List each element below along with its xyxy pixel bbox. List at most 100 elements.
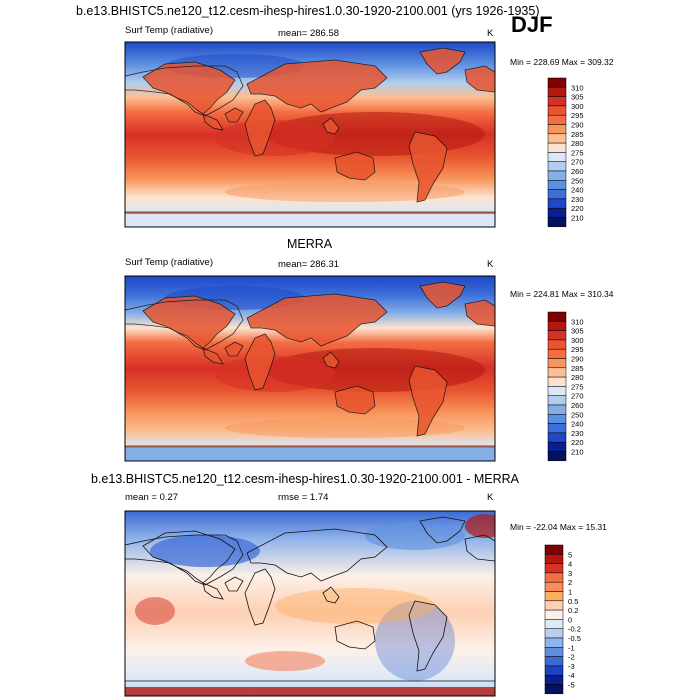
colorbar-3-tick-label: -3 [568,662,575,671]
colorbar-3-box [544,619,564,629]
colorbar-2-tick-label: 210 [571,448,584,457]
panel-2-map [124,275,496,462]
colorbar-2-box [547,441,567,452]
colorbar-2-tick-label: 230 [571,429,584,438]
colorbar-1-box [547,114,567,125]
colorbar-2-tick-label: 295 [571,345,584,354]
colorbar-2-tick-label: 300 [571,336,584,345]
colorbar-1-box [547,105,567,116]
colorbar-1-tick-label: 260 [571,167,584,176]
colorbar-1-box [547,152,567,162]
colorbar-3-tick-label: -4 [568,671,575,680]
colorbar-3-box [544,609,564,620]
colorbar-1-tick-label: 210 [571,214,584,223]
panel-difference: b.e13.BHISTC5.ne120_t12.cesm-ihesp-hires… [91,472,607,697]
colorbar-3-tick-label: -2 [568,653,575,662]
colorbar-2-box [547,321,567,331]
panel-3-cold-bias-samerica [375,601,455,681]
colorbar-3-box [544,684,564,695]
colorbar-3-box [544,554,564,564]
colorbar-3-tick-label: 2 [568,578,572,587]
colorbar-3-box [544,656,564,667]
colorbar-3-box [544,544,564,555]
colorbar-1-box [547,77,567,88]
panel-1-mean: mean= 286.58 [278,28,339,39]
panel-2-indian-ocean-warm [215,356,335,392]
colorbar-1-box [547,198,567,209]
colorbar-2-box [547,376,567,387]
colorbar-3-box [544,563,564,574]
panel-3-warm-bias-south [245,651,325,671]
panel-3-warm-bias-africa [135,597,175,625]
colorbar-1-tick-label: 300 [571,102,584,111]
colorbar-3-tick-label: -1 [568,643,575,652]
colorbar-1-tick-label: 290 [571,121,584,130]
colorbar-2-tick-label: 250 [571,410,584,419]
colorbar-2-box [547,311,567,322]
panel-3-warm-bias-arctic [465,514,495,538]
panel-2-units: K [487,259,494,270]
panel-2-southern-band [225,418,465,438]
colorbar-1-box [547,170,567,181]
colorbar-3-tick-label: 0.2 [568,606,578,615]
colorbar-1-tick-label: 275 [571,148,584,157]
panel-model: b.e13.BHISTC5.ne120_t12.cesm-ihesp-hires… [76,4,614,228]
panel-1-frame [124,41,496,228]
panel-3-cold-bias-namerica [365,522,465,550]
colorbar-1-tick-label: 230 [571,195,584,204]
colorbar-3-tick-label: 0.5 [568,597,578,606]
panel-3-left-label: mean = 0.27 [125,492,178,503]
colorbar-3-box [544,600,564,611]
colorbar-2-box [547,339,567,350]
panel-1-minmax: Min = 228.69 Max = 309.32 [510,57,614,67]
panel-3-minmax: Min = -22.04 Max = 15.31 [510,522,607,532]
colorbar-3-tick-label: -0.5 [568,634,581,643]
colorbar-1-tick-label: 280 [571,139,584,148]
colorbar-2-box [547,330,567,341]
colorbar-1-box [547,142,567,153]
colorbar-2-tick-label: 290 [571,355,584,364]
colorbar-3-box [544,628,564,639]
panel-2-minmax: Min = 224.81 Max = 310.34 [510,289,614,299]
panel-1-units: K [487,28,494,39]
colorbar-2-tick-label: 285 [571,364,584,373]
colorbar-1-box [547,96,567,107]
colorbar-3-tick-label: 3 [568,569,572,578]
colorbar-2-box [547,386,567,396]
colorbar-1-tick-label: 220 [571,204,584,213]
colorbar-1-tick-label: 310 [571,83,584,92]
colorbar-3-box [544,647,564,657]
colorbar-3-box [544,665,564,676]
panel-1-map [124,41,496,228]
colorbar-2-tick-label: 305 [571,327,584,336]
panel-1-indian-ocean-warm [215,120,335,156]
panel-3-rmse: rmse = 1.74 [278,492,328,503]
colorbar-2-tick-label: 270 [571,392,584,401]
panel-3-frame [124,510,496,697]
colorbar-3-tick-label: 5 [568,550,572,559]
colorbar-1-box [547,161,567,172]
panel-2-antarctica [125,448,495,461]
panel-3-units: K [487,492,494,503]
colorbar-2-box [547,358,567,369]
colorbar-2-box [547,348,567,359]
colorbar-2-tick-label: 310 [571,317,584,326]
panel-2-colorbar: 3103053002952902852802752702602502402302… [547,311,584,462]
colorbar-2-box [547,395,567,406]
colorbar-1-box [547,189,567,200]
colorbar-3-tick-label: -0.2 [568,625,581,634]
colorbar-1-box [547,207,567,218]
panel-2-mean: mean= 286.31 [278,259,339,270]
panel-1-antarctica [125,214,495,227]
colorbar-2-box [547,404,567,415]
colorbar-2-tick-label: 260 [571,401,584,410]
colorbar-3-box [544,637,564,648]
colorbar-2-box [547,367,567,378]
colorbar-2-tick-label: 280 [571,373,584,382]
colorbar-1-box [547,87,567,97]
colorbar-2-box [547,423,567,434]
colorbar-3-box [544,572,564,583]
colorbar-3-tick-label: 0 [568,615,572,624]
